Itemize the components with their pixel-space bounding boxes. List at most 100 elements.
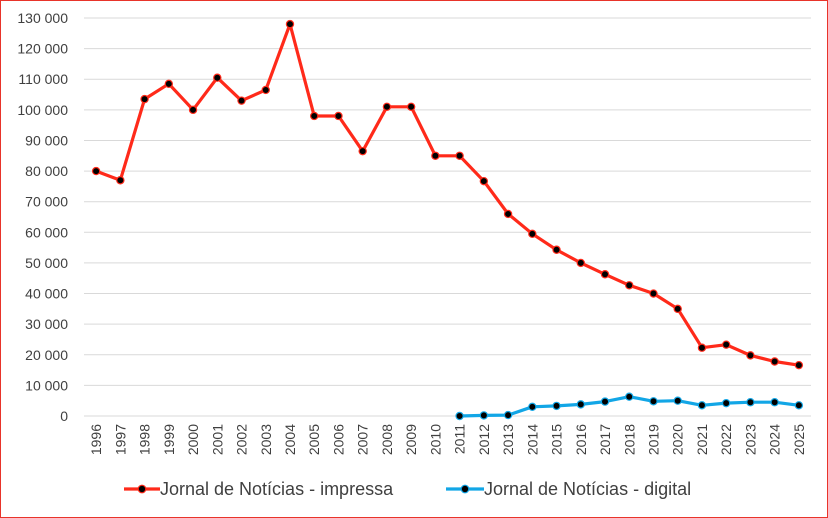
y-tick-label: 130 000 bbox=[17, 10, 68, 26]
data-point bbox=[213, 73, 222, 82]
x-tick-label: 2009 bbox=[403, 424, 419, 455]
x-tick-label: 2007 bbox=[355, 424, 371, 455]
y-tick-label: 10 000 bbox=[25, 377, 68, 393]
data-point bbox=[770, 357, 779, 366]
x-tick-label: 2010 bbox=[427, 424, 443, 455]
series-line-impressa bbox=[95, 22, 800, 367]
data-point bbox=[649, 397, 658, 406]
series-group bbox=[91, 19, 804, 421]
gridlines bbox=[84, 17, 811, 417]
x-tick-label: 2016 bbox=[573, 424, 589, 455]
data-point bbox=[721, 340, 731, 349]
y-axis-ticks: 0 10 000 20 000 30 000 40 000 50 000 60 000 70 … bbox=[17, 10, 68, 424]
y-tick-label: 30 000 bbox=[25, 316, 68, 332]
data-point bbox=[237, 96, 246, 105]
data-point bbox=[625, 392, 634, 401]
data-point bbox=[503, 209, 513, 219]
data-point bbox=[649, 289, 658, 298]
x-tick-label: 2005 bbox=[306, 424, 322, 455]
data-point bbox=[116, 176, 125, 185]
x-tick-label: 2015 bbox=[549, 424, 565, 455]
x-tick-label: 2018 bbox=[621, 424, 637, 455]
data-point bbox=[285, 19, 295, 29]
y-tick-label: 120 000 bbox=[17, 41, 68, 57]
x-tick-label: 2006 bbox=[330, 424, 346, 455]
data-point bbox=[431, 151, 440, 160]
data-point bbox=[528, 229, 537, 239]
data-point bbox=[552, 401, 561, 411]
data-point bbox=[576, 400, 585, 409]
y-tick-label: 70 000 bbox=[25, 194, 68, 210]
x-tick-label: 2020 bbox=[670, 424, 686, 455]
data-point bbox=[261, 85, 270, 95]
data-point bbox=[600, 270, 610, 279]
data-point bbox=[455, 151, 464, 160]
x-tick-label: 2000 bbox=[185, 424, 201, 455]
y-tick-label: 0 bbox=[60, 408, 68, 424]
data-point bbox=[770, 398, 779, 407]
data-point bbox=[310, 111, 319, 121]
data-point bbox=[140, 94, 149, 104]
y-tick-label: 40 000 bbox=[25, 286, 68, 302]
data-point bbox=[528, 402, 537, 412]
data-point bbox=[673, 396, 682, 405]
x-tick-label: 2011 bbox=[452, 424, 468, 454]
x-tick-label: 2012 bbox=[476, 424, 492, 455]
y-tick-label: 90 000 bbox=[25, 132, 68, 148]
x-tick-label: 2001 bbox=[209, 424, 225, 455]
data-point bbox=[552, 245, 561, 254]
x-tick-label: 2023 bbox=[742, 424, 758, 455]
legend-label: Jornal de Notícias - digital bbox=[484, 479, 691, 499]
data-point bbox=[91, 166, 101, 176]
data-point bbox=[334, 111, 343, 121]
data-point bbox=[794, 360, 804, 370]
data-point bbox=[164, 79, 174, 89]
y-tick-label: 60 000 bbox=[25, 224, 68, 240]
x-tick-label: 1999 bbox=[161, 424, 177, 455]
x-tick-label: 2022 bbox=[718, 424, 734, 455]
legend-label: Jornal de Notícias - impressa bbox=[160, 479, 394, 499]
y-tick-label: 80 000 bbox=[25, 163, 68, 179]
x-tick-label: 2004 bbox=[282, 424, 298, 455]
x-tick-label: 2025 bbox=[791, 424, 807, 455]
legend-swatch-marker bbox=[137, 484, 147, 494]
data-point bbox=[721, 398, 731, 408]
x-tick-label: 1998 bbox=[137, 424, 153, 455]
data-point bbox=[455, 411, 464, 421]
y-tick-label: 20 000 bbox=[25, 347, 68, 363]
legend-swatch-marker bbox=[460, 484, 470, 494]
data-point bbox=[697, 343, 707, 352]
x-tick-label: 2019 bbox=[645, 424, 661, 455]
x-tick-label: 2014 bbox=[524, 424, 540, 455]
data-point bbox=[358, 146, 367, 156]
x-tick-label: 2008 bbox=[379, 424, 395, 455]
y-tick-label: 100 000 bbox=[17, 102, 68, 118]
x-tick-label: 2003 bbox=[258, 424, 274, 455]
data-point bbox=[794, 401, 804, 410]
data-point bbox=[600, 397, 610, 406]
data-point bbox=[188, 105, 198, 115]
y-tick-label: 50 000 bbox=[25, 255, 68, 271]
data-point bbox=[576, 258, 585, 268]
data-point bbox=[406, 102, 416, 111]
x-axis-ticks: 1996 1997 1998 1999 2000 2001 2002 2003 2004 2005… bbox=[88, 424, 807, 455]
x-tick-label: 2017 bbox=[597, 424, 613, 455]
x-tick-label: 2013 bbox=[500, 424, 516, 455]
data-point bbox=[479, 176, 489, 186]
legend: Jornal de Notícias - impressa Jornal de N… bbox=[124, 479, 691, 499]
data-point bbox=[746, 398, 755, 407]
x-tick-label: 2021 bbox=[694, 424, 710, 455]
data-point bbox=[746, 351, 755, 360]
data-point bbox=[673, 304, 682, 314]
data-point bbox=[625, 281, 634, 290]
x-tick-label: 2024 bbox=[767, 424, 783, 455]
data-point bbox=[479, 411, 489, 420]
x-tick-label: 2002 bbox=[234, 424, 250, 455]
x-tick-label: 1997 bbox=[112, 424, 128, 455]
data-point bbox=[503, 410, 513, 420]
data-point bbox=[697, 401, 707, 410]
y-tick-label: 110 000 bbox=[18, 71, 68, 87]
data-point bbox=[382, 102, 392, 111]
